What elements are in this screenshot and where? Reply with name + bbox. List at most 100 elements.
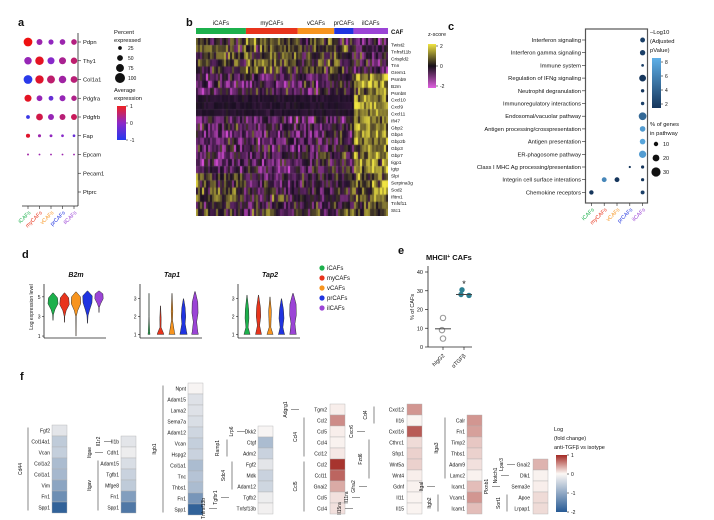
heatmap-gene-label: Psmb8 xyxy=(391,91,406,97)
foldchange-cell xyxy=(466,458,483,471)
gene-label: Fap xyxy=(83,134,93,140)
gene-label: Ptprc xyxy=(83,190,97,196)
zscore-legend-title: z-score xyxy=(428,32,446,38)
receptor-label: Il1r2 xyxy=(96,436,102,446)
foldchange-cell xyxy=(120,490,137,503)
legend-label: prCAFs xyxy=(327,296,347,302)
legend-size-dot xyxy=(118,46,122,50)
foldchange-cell xyxy=(257,436,274,449)
legend-title: (fold change) xyxy=(554,436,586,442)
legend-dot xyxy=(319,275,325,281)
ligand-gene-label: Tgm2 xyxy=(314,407,327,413)
receptor-label: Itgb1 xyxy=(152,443,158,454)
ligand-gene-label: Spp1 xyxy=(174,507,186,513)
receptor-label: Lrp6 xyxy=(229,426,235,436)
pathway-dot xyxy=(639,50,646,56)
pathway-dot xyxy=(638,112,647,121)
legend-dot xyxy=(319,295,325,301)
pathway-label: ER-phagosome pathway xyxy=(518,152,582,158)
ligand-gene-label: Ccl12 xyxy=(314,451,327,457)
caf-group-label: iCAFs xyxy=(213,21,229,27)
legend-size-dot xyxy=(653,141,659,147)
ligand-gene-label: Apoe xyxy=(518,495,530,501)
gene-label: Pdgfrb xyxy=(83,115,100,121)
heatmap-gene-label: Gbp3 xyxy=(391,146,403,152)
gene-label: Pecam1 xyxy=(83,171,104,177)
heatmap-gene-label: Cxcl11 xyxy=(391,112,406,118)
foldchange-cell xyxy=(187,415,204,428)
legend-dot xyxy=(319,305,325,311)
pathway-label: Antigen processing/crosspresentation xyxy=(484,127,581,133)
pathway-label: Interferon gamma signaling xyxy=(511,51,581,57)
ligand-gene-label: Hspg2 xyxy=(172,452,187,458)
foldchange-cell xyxy=(466,491,483,504)
pathway-dot xyxy=(639,138,646,145)
gene-label: Epcam xyxy=(83,153,101,159)
caf-group-label: prCAFs xyxy=(334,21,354,27)
expression-dot xyxy=(35,75,44,84)
ligand-gene-label: Lamc2 xyxy=(450,473,465,479)
scatter-xlabel: αTGFβ xyxy=(451,353,468,370)
expression-dot xyxy=(37,134,42,138)
foldchange-tick: -2 xyxy=(571,510,576,516)
receptor-label: Sort1 xyxy=(496,497,502,509)
zscore-tick: 2 xyxy=(440,44,443,50)
ligand-gene-label: Il1b xyxy=(111,439,119,445)
receptor-label: Cd4 xyxy=(363,410,369,419)
expression-dot xyxy=(48,95,54,101)
violin-ytick: 3 xyxy=(232,297,235,303)
foldchange-cell xyxy=(120,457,137,470)
heatmap-gene-label: Tnfsf11 xyxy=(391,201,407,207)
violin-ilCAFs xyxy=(94,290,104,313)
ligand-gene-label: Sema7a xyxy=(167,419,186,425)
receptor-label: Itgae xyxy=(87,447,93,458)
heatmap-gene-label: Crispld2 xyxy=(391,56,409,62)
foldchange-cell xyxy=(187,448,204,461)
ligand-gene-label: Ccl5 xyxy=(317,429,327,435)
violin-ilCAFs xyxy=(289,293,297,335)
ligand-gene-label: Spp1 xyxy=(38,505,50,511)
foldchange-cell xyxy=(532,502,549,515)
caf-group-label: myCAFs xyxy=(260,21,283,27)
foldchange-cell xyxy=(187,382,204,395)
legend-size-value: 10 xyxy=(663,142,669,148)
ligand-gene-label: Ccl2 xyxy=(317,418,327,424)
pathway-label: Chemokine receptors xyxy=(526,190,581,196)
foldchange-cell xyxy=(51,446,68,459)
legend-title: Percent xyxy=(114,30,134,36)
data-point-hIgG2 xyxy=(439,314,447,322)
ligand-gene-label: Vcan xyxy=(175,441,187,447)
foldchange-cell xyxy=(329,414,346,427)
ligand-gene-label: Mfge8 xyxy=(105,483,119,489)
foldchange-cell xyxy=(406,436,423,449)
pvalue-tick: 4 xyxy=(665,88,668,94)
violin-ytick: 1 xyxy=(38,334,41,340)
foldchange-cell xyxy=(51,501,68,514)
pathway-dot xyxy=(639,126,646,132)
ligand-gene-label: Tgfb1 xyxy=(106,472,119,478)
foldchange-cell xyxy=(532,469,549,482)
foldchange-cell xyxy=(532,458,549,471)
violin-ytick: 2 xyxy=(232,315,235,321)
pathway-plot-frame xyxy=(584,28,649,204)
foldchange-cell xyxy=(120,435,137,448)
foldchange-cell xyxy=(187,503,204,516)
ligand-gene-label: Ctgf xyxy=(247,440,257,446)
receptor-label: Itgav xyxy=(87,480,93,491)
foldchange-cell xyxy=(51,457,68,470)
receptor-label: Cxcr6 xyxy=(349,425,355,438)
foldchange-cell xyxy=(329,458,346,471)
ligand-gene-label: Col14a1 xyxy=(31,439,50,445)
pathway-dot xyxy=(628,165,631,169)
gene-label: Pdpn xyxy=(83,40,97,46)
zscore-tick: 0 xyxy=(440,64,443,70)
violin-prCAFs xyxy=(82,290,93,324)
expression-dot xyxy=(58,57,67,65)
pathway-label: Integrin cell surface interations xyxy=(502,178,581,184)
panel-letter-c: c xyxy=(448,21,454,33)
pathway-dot xyxy=(641,165,645,169)
foldchange-cell xyxy=(257,469,274,482)
legend-size-value: 50 xyxy=(128,56,134,62)
expression-dot xyxy=(70,57,78,64)
